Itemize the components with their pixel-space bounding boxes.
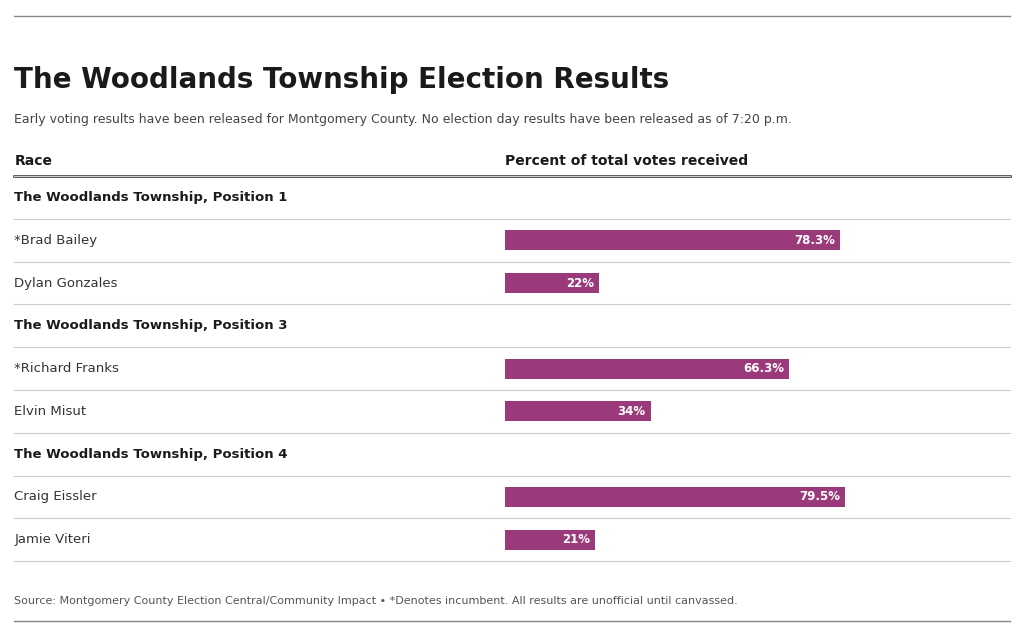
Text: 21%: 21% xyxy=(561,533,589,546)
Text: The Woodlands Township Election Results: The Woodlands Township Election Results xyxy=(14,66,668,94)
FancyBboxPatch shape xyxy=(504,530,594,550)
Text: Jamie Viteri: Jamie Viteri xyxy=(14,533,91,546)
Text: The Woodlands Township, Position 4: The Woodlands Township, Position 4 xyxy=(14,448,287,460)
Text: 34%: 34% xyxy=(616,405,645,418)
Text: 78.3%: 78.3% xyxy=(794,234,835,247)
FancyBboxPatch shape xyxy=(504,359,788,379)
FancyBboxPatch shape xyxy=(504,487,845,507)
Text: The Woodlands Township, Position 1: The Woodlands Township, Position 1 xyxy=(14,191,287,204)
Text: Percent of total votes received: Percent of total votes received xyxy=(504,154,747,168)
Text: The Woodlands Township, Position 3: The Woodlands Township, Position 3 xyxy=(14,320,287,332)
Text: 22%: 22% xyxy=(566,277,593,289)
Text: *Brad Bailey: *Brad Bailey xyxy=(14,234,97,247)
Text: Race: Race xyxy=(14,154,52,168)
FancyBboxPatch shape xyxy=(504,401,650,421)
Text: *Richard Franks: *Richard Franks xyxy=(14,362,119,375)
Text: Source: Montgomery County Election Central/Community Impact • *Denotes incumbent: Source: Montgomery County Election Centr… xyxy=(14,596,738,606)
Text: 66.3%: 66.3% xyxy=(742,362,783,375)
Text: Dylan Gonzales: Dylan Gonzales xyxy=(14,277,117,289)
FancyBboxPatch shape xyxy=(504,230,840,250)
FancyBboxPatch shape xyxy=(504,273,598,293)
Text: 79.5%: 79.5% xyxy=(799,491,840,503)
Text: Early voting results have been released for Montgomery County. No election day r: Early voting results have been released … xyxy=(14,113,792,126)
Text: Craig Eissler: Craig Eissler xyxy=(14,491,97,503)
Text: Elvin Misut: Elvin Misut xyxy=(14,405,87,418)
